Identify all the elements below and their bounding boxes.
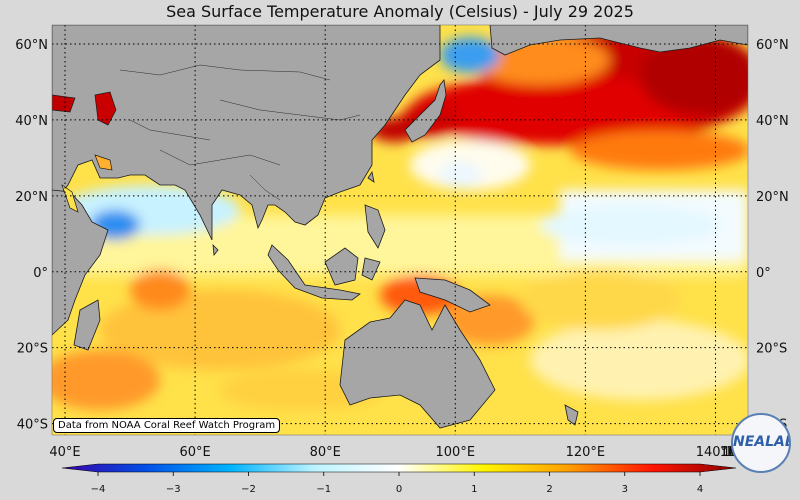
lon-label: 80°E	[310, 445, 341, 460]
logo-text: NEALAB	[733, 434, 791, 450]
caspian-sea	[94, 91, 117, 126]
borneo	[324, 247, 359, 286]
africa-landmass	[52, 189, 109, 336]
map-border	[51, 24, 749, 436]
lat-label-right: 20°N	[756, 190, 789, 205]
lat-label-left: 40°S	[17, 418, 48, 433]
lon-label: 60°E	[179, 445, 210, 460]
red-sea	[61, 184, 79, 213]
graticule	[52, 25, 748, 435]
inland-seas	[52, 91, 117, 213]
map-frame-content	[52, 25, 748, 435]
lat-labels-right: 60°N40°N20°N0°20°S40°S	[756, 38, 789, 433]
lat-label-left: 20°S	[17, 342, 48, 357]
lat-label-left: 60°N	[15, 38, 48, 53]
colorbar: −4 −3 −2 −1 0 1 2 3 4	[61, 463, 737, 495]
lat-label-left: 40°N	[15, 114, 48, 129]
data-credit: Data from NOAA Coral Reef Watch Program	[53, 418, 281, 433]
lat-label-left: 20°N	[15, 190, 48, 205]
colorbar-tick-label: −2	[241, 484, 256, 495]
lat-label-right: 60°N	[756, 38, 789, 53]
new-zealand-north	[564, 404, 579, 426]
nea-lab-globe-logo: NEALAB	[731, 413, 791, 473]
map-title: Sea Surface Temperature Anomaly (Celsius…	[166, 2, 634, 21]
colorbar-tick-label: 4	[697, 484, 703, 495]
colorbar-tick-label: 3	[622, 484, 628, 495]
colorbar-ticks: −4 −3 −2 −1 0 1 2 3 4	[91, 472, 703, 495]
lat-label-right: 40°N	[756, 114, 789, 129]
colorbar-tick-label: −4	[91, 484, 106, 495]
lon-label: 120°E	[566, 445, 606, 460]
japan-islands	[404, 79, 447, 143]
new-guinea	[414, 277, 491, 313]
colorbar-tick-label: −1	[316, 484, 331, 495]
lon-label: 100°E	[436, 445, 476, 460]
lon-label: 40°E	[49, 445, 80, 460]
taiwan	[367, 170, 375, 183]
colorbar-tick-label: 2	[546, 484, 552, 495]
sulawesi	[361, 257, 381, 281]
colorbar-tick-label: −3	[166, 484, 181, 495]
lon-label: 140°E	[696, 445, 736, 460]
sumatra-java	[267, 244, 361, 301]
australia	[339, 299, 496, 429]
philippines	[364, 204, 386, 249]
lat-label-right: 0°	[756, 266, 771, 281]
sri-lanka	[212, 243, 219, 257]
country-borders	[119, 64, 361, 201]
kamchatka-landmass	[489, 25, 748, 56]
asia-landmass	[52, 25, 441, 241]
black-sea	[52, 94, 76, 113]
persian-gulf	[94, 154, 113, 171]
lat-labels-left: 60°N 40°N 20°N 0° 20°S 40°S	[15, 38, 48, 433]
lon-labels: 40°E60°E80°E100°E120°E140°E160°E180°160°…	[49, 445, 764, 460]
land-masses	[52, 25, 748, 429]
colorbar-tick-label: 0	[396, 484, 402, 495]
colorbar-bar	[61, 463, 737, 473]
colorbar-tick-label: 1	[471, 484, 477, 495]
madagascar	[73, 299, 101, 351]
lat-label-left: 0°	[33, 266, 48, 281]
lat-label-right: 20°S	[756, 342, 787, 357]
